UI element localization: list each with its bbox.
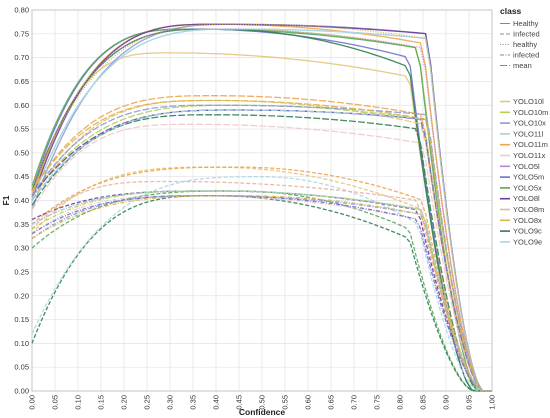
y-tick-label: 0.70 <box>14 53 29 62</box>
x-tick-label: 0.50 <box>258 395 267 410</box>
x-tick-label: 0.35 <box>189 395 198 410</box>
legend-class-item: Infected <box>513 30 540 39</box>
series-line-yolo11m-mean <box>31 95 492 392</box>
series-line-yolo5l-healthy <box>31 28 492 392</box>
x-tick-label: 0.60 <box>304 395 313 410</box>
x-tick-label: 0.10 <box>74 395 83 410</box>
series-line-yolo10l-mean <box>31 99 492 392</box>
y-tick-label: 0.15 <box>14 315 29 324</box>
series-lines <box>31 23 492 392</box>
y-tick-label: 0.55 <box>14 125 29 134</box>
x-tick-label: 0.75 <box>373 395 382 410</box>
legend-model-item: YOLO8m <box>513 205 544 214</box>
legend-model-item: YOLO5m <box>513 173 544 182</box>
legend-class-item: infected <box>513 51 539 60</box>
y-tick-label: 0.00 <box>14 387 29 396</box>
y-tick-label: 0.40 <box>14 196 29 205</box>
y-tick-label: 0.20 <box>14 291 29 300</box>
x-tick-label: 0.00 <box>28 395 37 410</box>
legend-model-item: YOLO11x <box>513 151 546 160</box>
grid-lines <box>31 9 493 392</box>
series-line-yolo9e-mean <box>31 109 492 392</box>
series-line-yolo9c-healthy <box>31 28 492 392</box>
legend-model-item: YOLO10m <box>513 108 548 117</box>
y-tick-label: 0.75 <box>14 29 29 38</box>
x-tick-label: 0.80 <box>396 395 405 410</box>
series-line-yolo9c-infected <box>31 195 492 392</box>
series-line-yolo10l-infected <box>31 166 492 392</box>
legend-class-item: healthy <box>513 40 537 49</box>
series-line-yolo9e-infected <box>31 176 492 392</box>
series-line-yolo11m-infected <box>31 166 492 392</box>
y-tick-label: 0.45 <box>14 172 29 181</box>
legend-class-item: Healthy <box>513 19 539 28</box>
legend-model-item: YOLO9c <box>513 227 542 236</box>
legend-model-item: YOLO11l <box>513 129 544 138</box>
x-tick-label: 0.05 <box>51 395 60 410</box>
series-line-yolo8x-healthy <box>31 23 492 392</box>
x-tick-label: 0.25 <box>143 395 152 410</box>
series-line-yolo8m-infected <box>31 180 492 392</box>
x-tick-label: 0.55 <box>281 395 290 410</box>
legend-model-item: YOLO5l <box>513 162 540 171</box>
y-tick-label: 0.30 <box>14 244 29 253</box>
x-tick-label: 0.85 <box>419 395 428 410</box>
series-line-yolo11l-infected <box>31 190 492 392</box>
y-tick-label: 0.10 <box>14 339 29 348</box>
y-tick-label: 0.35 <box>14 220 29 229</box>
y-axis-label: F1 <box>1 195 11 205</box>
y-axis-ticks: 0.00 0.05 0.10 0.15 0.20 0.25 0.30 0.35 0.40 0.45… <box>14 6 29 396</box>
legend-model-item: YOLO8x <box>513 216 542 225</box>
x-axis-ticks: 0.00 0.05 0.10 0.15 0.20 0.25 0.30 0.35 0.40 0.45… <box>28 395 497 410</box>
series-line-yolo10x-mean <box>31 104 492 392</box>
x-tick-label: 0.90 <box>442 395 451 410</box>
y-tick-label: 0.25 <box>14 267 29 276</box>
y-tick-label: 0.05 <box>14 363 29 372</box>
series-line-yolo8x-infected <box>31 195 492 392</box>
y-tick-label: 0.65 <box>14 77 29 86</box>
y-tick-label: 0.60 <box>14 101 29 110</box>
x-tick-label: 0.65 <box>327 395 336 410</box>
legend-model-item: YOLO8l <box>513 194 540 203</box>
legend-model-item: YOLO9e <box>513 237 542 246</box>
series-line-yolo10l-healthy <box>31 52 492 392</box>
y-tick-label: 0.80 <box>14 6 29 15</box>
x-tick-label: 0.40 <box>212 395 221 410</box>
series-line-yolo10m-infected <box>31 190 492 392</box>
legend-class-item: mean <box>513 61 532 70</box>
x-axis-label: Confidence <box>239 407 286 417</box>
legend-model-item: YOLO5x <box>513 183 542 192</box>
x-tick-label: 0.30 <box>166 395 175 410</box>
series-line-yolo5m-infected <box>31 195 492 392</box>
series-line-yolo8x-mean <box>31 99 492 392</box>
legend-model-item: YOLO10x <box>513 119 546 128</box>
legend-model-item: YOLO11m <box>513 140 548 149</box>
x-tick-label: 0.70 <box>350 395 359 410</box>
x-tick-label: 0.20 <box>120 395 129 410</box>
series-line-yolo9e-healthy <box>31 28 492 392</box>
x-tick-label: 0.15 <box>97 395 106 410</box>
legend-model-item: YOLO10l <box>513 97 544 106</box>
legend-class-title: class <box>500 6 522 16</box>
x-tick-label: 0.95 <box>465 395 474 410</box>
series-line-yolo11x-mean <box>31 123 492 392</box>
x-tick-label: 0.45 <box>235 395 244 410</box>
y-tick-label: 0.50 <box>14 148 29 157</box>
x-tick-label: 1.00 <box>488 395 497 410</box>
